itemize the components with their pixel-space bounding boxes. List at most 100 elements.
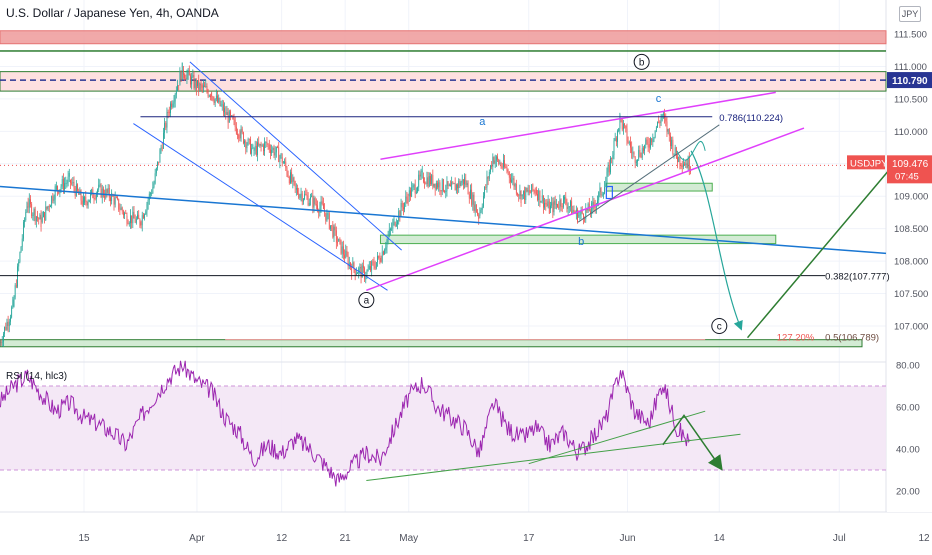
resistance-line-green[interactable]	[0, 50, 886, 52]
candle-body	[578, 215, 579, 216]
support-zone-bottom[interactable]	[0, 340, 862, 347]
candle-body	[223, 105, 224, 113]
candle-body	[178, 85, 179, 86]
countdown-text: 07:45	[895, 171, 919, 182]
candle-body	[451, 182, 452, 190]
candle-body	[423, 177, 424, 182]
candle-body	[242, 129, 243, 133]
candle-body	[69, 173, 70, 177]
candle-body	[7, 322, 8, 330]
candle-body	[502, 167, 503, 168]
candle-body	[542, 196, 543, 202]
candle-body	[465, 180, 466, 185]
candle-body	[292, 177, 293, 182]
candle-body	[185, 78, 186, 80]
candle-body	[602, 194, 603, 195]
candle-body	[265, 142, 266, 143]
candle-body	[111, 193, 112, 201]
candle-body	[531, 184, 532, 192]
candle-body	[607, 172, 608, 183]
candle-body	[272, 148, 273, 150]
candle-body	[11, 307, 12, 317]
candle-body	[121, 208, 122, 210]
candle-body	[427, 177, 428, 184]
candle-body	[277, 147, 278, 148]
candle-body	[675, 147, 676, 153]
candle-body	[682, 165, 683, 167]
candle-body	[316, 204, 317, 205]
price-tick-label: 110.500	[894, 94, 928, 105]
candle-body	[635, 157, 636, 162]
time-tick-label: 12	[918, 533, 930, 544]
support-zone-small[interactable]	[606, 183, 712, 191]
candle-body	[256, 146, 257, 155]
candle-body	[364, 268, 365, 279]
candle-body	[117, 198, 118, 199]
candle-body	[359, 267, 360, 268]
candle-body	[190, 75, 191, 84]
candle-body	[219, 98, 220, 106]
candle-body	[628, 141, 629, 143]
candle-body	[177, 85, 178, 91]
candle-body	[355, 269, 356, 275]
candle-body	[659, 122, 660, 123]
candle-body	[341, 240, 342, 254]
candle-body	[392, 222, 393, 228]
time-tick-label: Jul	[833, 533, 846, 544]
candle-body	[127, 216, 128, 224]
candle-body	[307, 195, 308, 196]
resistance-zone-mid[interactable]	[0, 72, 886, 91]
candle-body	[523, 191, 524, 195]
candle-body	[504, 160, 505, 167]
candle-body	[49, 206, 50, 207]
candle-body	[655, 130, 656, 137]
last-price-text: 109.476	[892, 159, 929, 170]
candle-body	[45, 207, 46, 220]
currency-button[interactable]: JPY	[899, 6, 921, 22]
candle-body	[31, 204, 32, 216]
candle-body	[516, 184, 517, 193]
candle-body	[130, 215, 131, 223]
candle-body	[434, 184, 435, 187]
candle-body	[616, 138, 617, 141]
candle-body	[669, 129, 670, 136]
candle-body	[529, 190, 530, 192]
candle-body	[137, 215, 138, 219]
candle-body	[342, 246, 343, 253]
candle-body	[129, 223, 130, 224]
candle-body	[445, 191, 446, 192]
candle-body	[25, 212, 26, 220]
candle-body	[552, 202, 553, 212]
candle-body	[149, 194, 150, 200]
candle-body	[548, 201, 549, 205]
time-tick-label: Jun	[619, 533, 635, 544]
price-tick-label: 111.500	[894, 30, 927, 41]
candle-body	[544, 203, 545, 208]
candle-body	[271, 150, 272, 153]
candle-body	[85, 197, 86, 202]
candle-body	[222, 105, 223, 106]
candle-body	[264, 142, 265, 151]
candle-body	[524, 191, 525, 200]
candle-body	[382, 252, 383, 262]
candle-body	[401, 203, 402, 217]
candle-body	[397, 221, 398, 224]
rsi-tick-label: 20.00	[896, 487, 920, 498]
candle-body	[201, 84, 202, 85]
candle-body	[590, 211, 591, 213]
candle-body	[367, 271, 368, 274]
candle-body	[618, 129, 619, 131]
candle-body	[343, 246, 344, 254]
time-axis[interactable]: 15Apr1221May17Jun14Jul1221	[78, 533, 932, 544]
candle-body	[217, 96, 218, 102]
resistance-zone-top[interactable]	[0, 31, 886, 44]
candle-body	[102, 189, 103, 198]
candle-body	[44, 212, 45, 220]
candle-body	[498, 160, 499, 164]
candle-body	[565, 197, 566, 203]
candle-body	[158, 162, 159, 163]
candle-body	[636, 162, 637, 163]
candle-body	[83, 197, 84, 205]
